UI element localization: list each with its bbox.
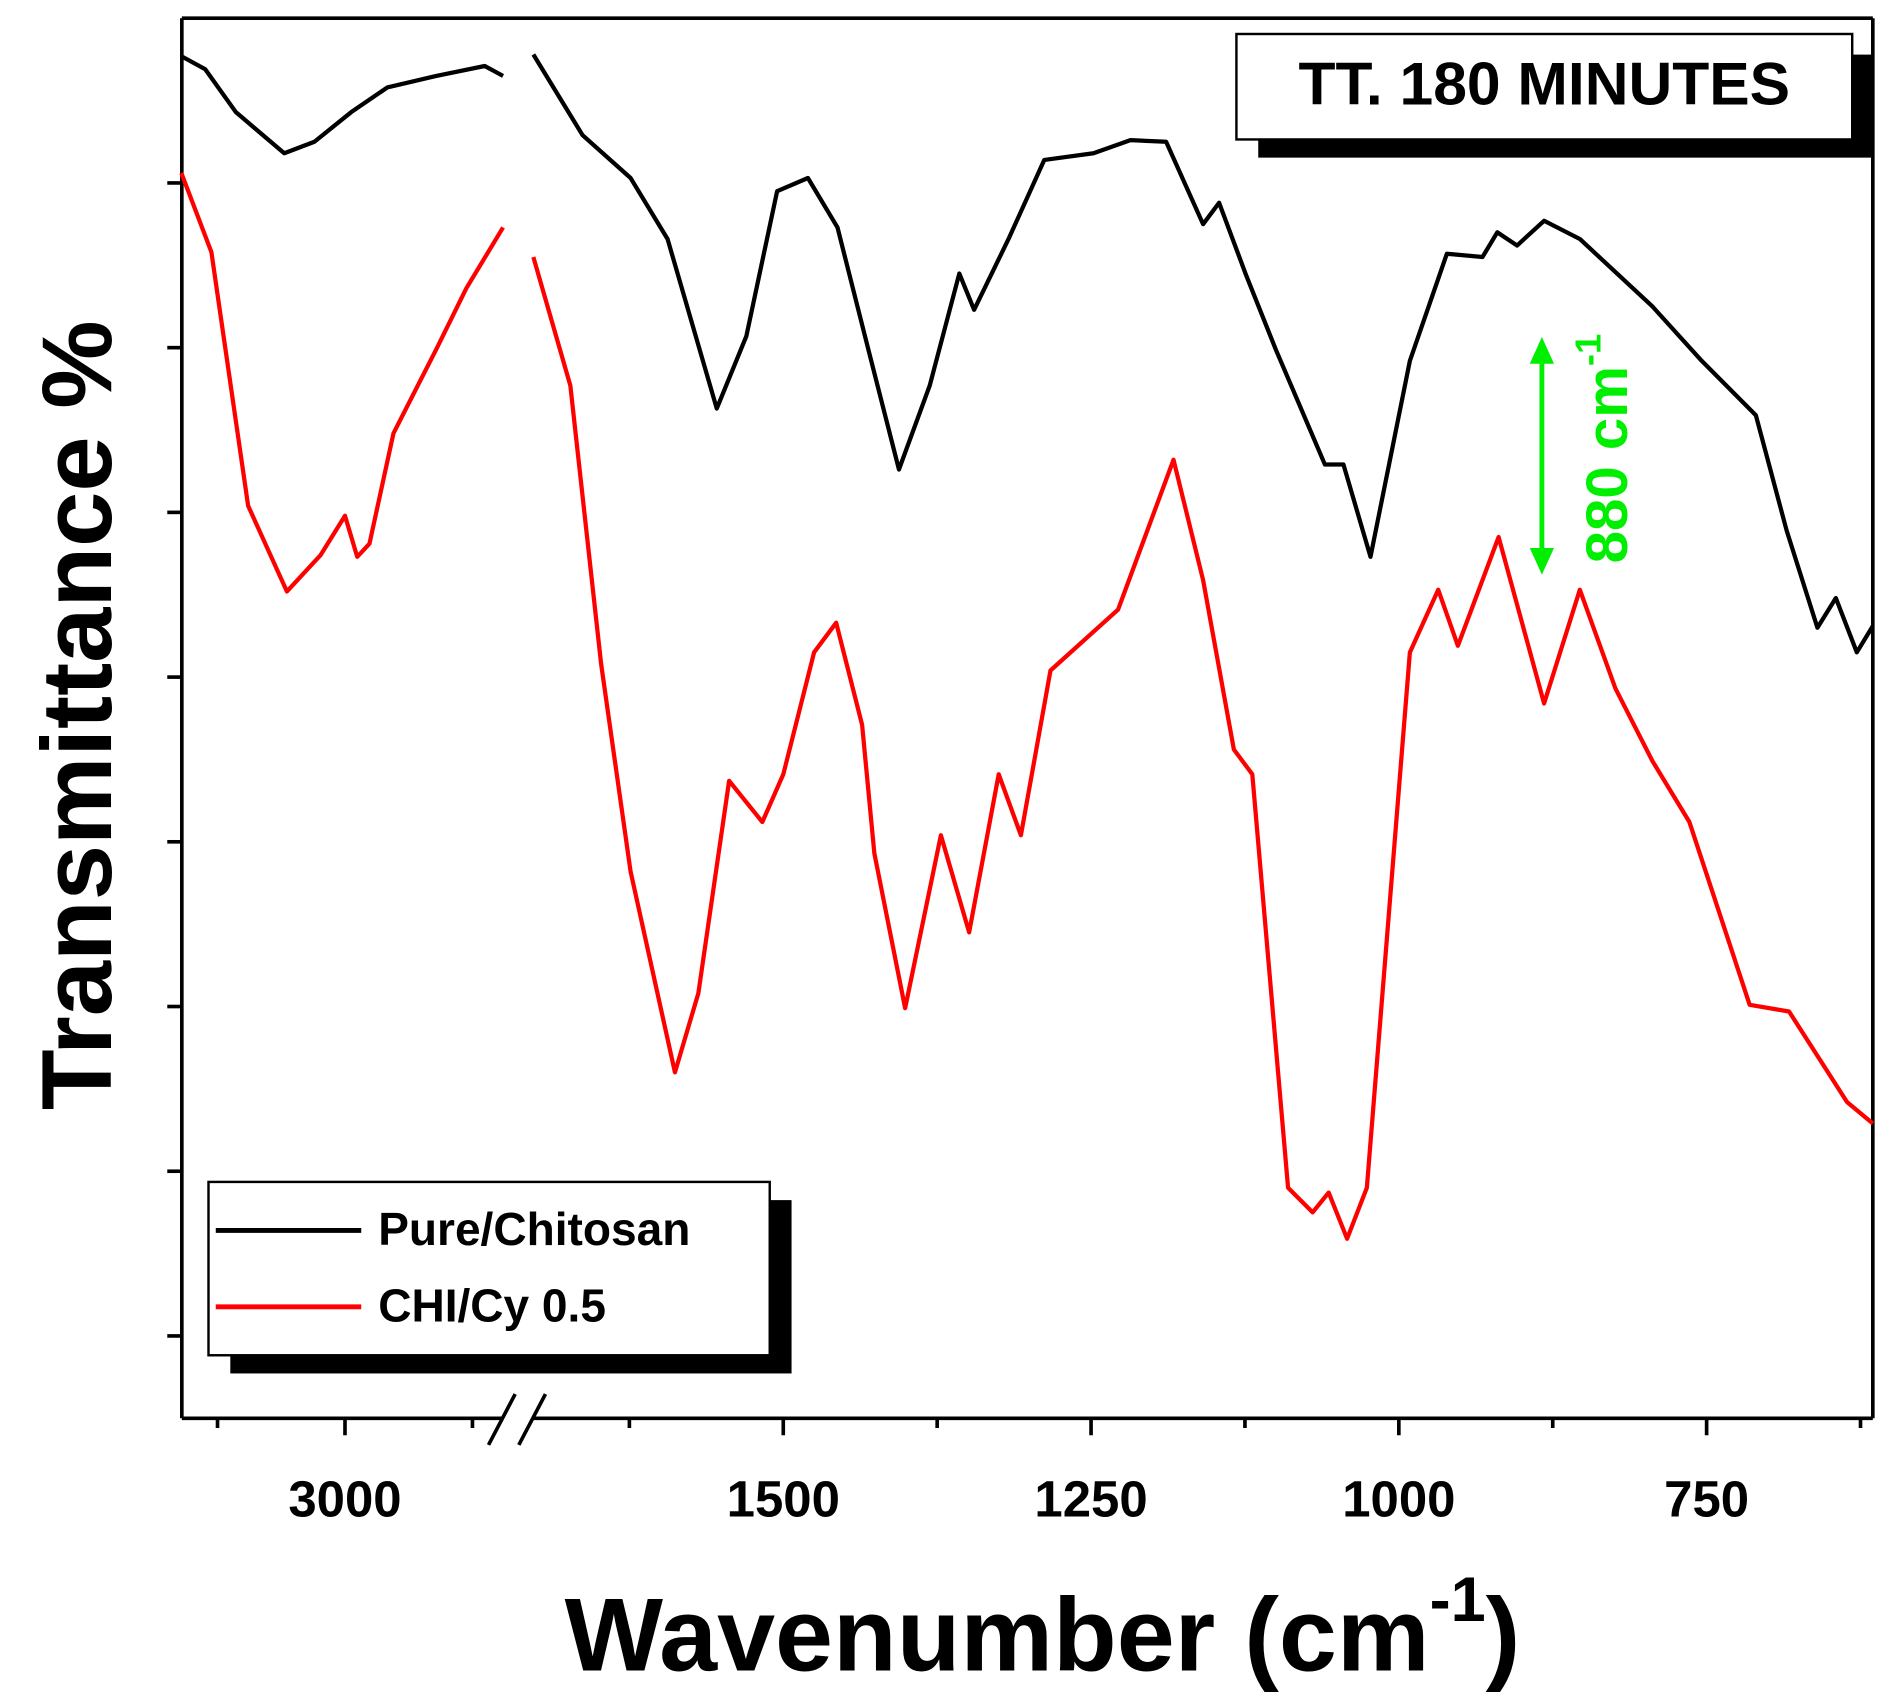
annotation: 880 cm-1 (1529, 334, 1641, 575)
annotation-arrowhead (1529, 337, 1555, 364)
x-tick-label: 3000 (288, 1471, 401, 1528)
x-tick-label: 750 (1664, 1471, 1749, 1528)
series-line (180, 53, 1875, 655)
legend-entries: Pure/Chitosan CHI/Cy 0.5 (215, 1203, 690, 1331)
x-tick-label: 1250 (1034, 1471, 1147, 1528)
y-axis-label: Transmittance % (22, 320, 133, 1110)
legend (207, 1180, 771, 1357)
legend-label: CHI/Cy 0.5 (378, 1279, 606, 1331)
title-box (1235, 32, 1854, 141)
annotation-arrowhead (1529, 547, 1555, 575)
series-line (179, 172, 1875, 1241)
x-tick-label: 1000 (1342, 1471, 1455, 1528)
axis-break (486, 1393, 517, 1446)
legend-label: Pure/Chitosan (378, 1203, 690, 1255)
chart-title: TT. 180 MINUTES (1299, 50, 1791, 118)
x-axis-label-sup: -1 (1430, 1564, 1486, 1634)
annotation-sup: -1 (1567, 334, 1608, 366)
plot-area: 3000 1500 1250 1000 750 (167, 16, 1875, 1528)
x-axis-label-end: ) (1486, 1577, 1521, 1693)
x-axis-label: Wavenumber (cm-1) (565, 1564, 1521, 1693)
axis-break (517, 1393, 548, 1446)
annotation-text: 880 cm-1 (1567, 334, 1641, 564)
x-axis-label-text: Wavenumber (cm (565, 1577, 1430, 1693)
annotation-label: 880 cm (1576, 366, 1641, 563)
x-tick-label: 1500 (727, 1471, 840, 1528)
